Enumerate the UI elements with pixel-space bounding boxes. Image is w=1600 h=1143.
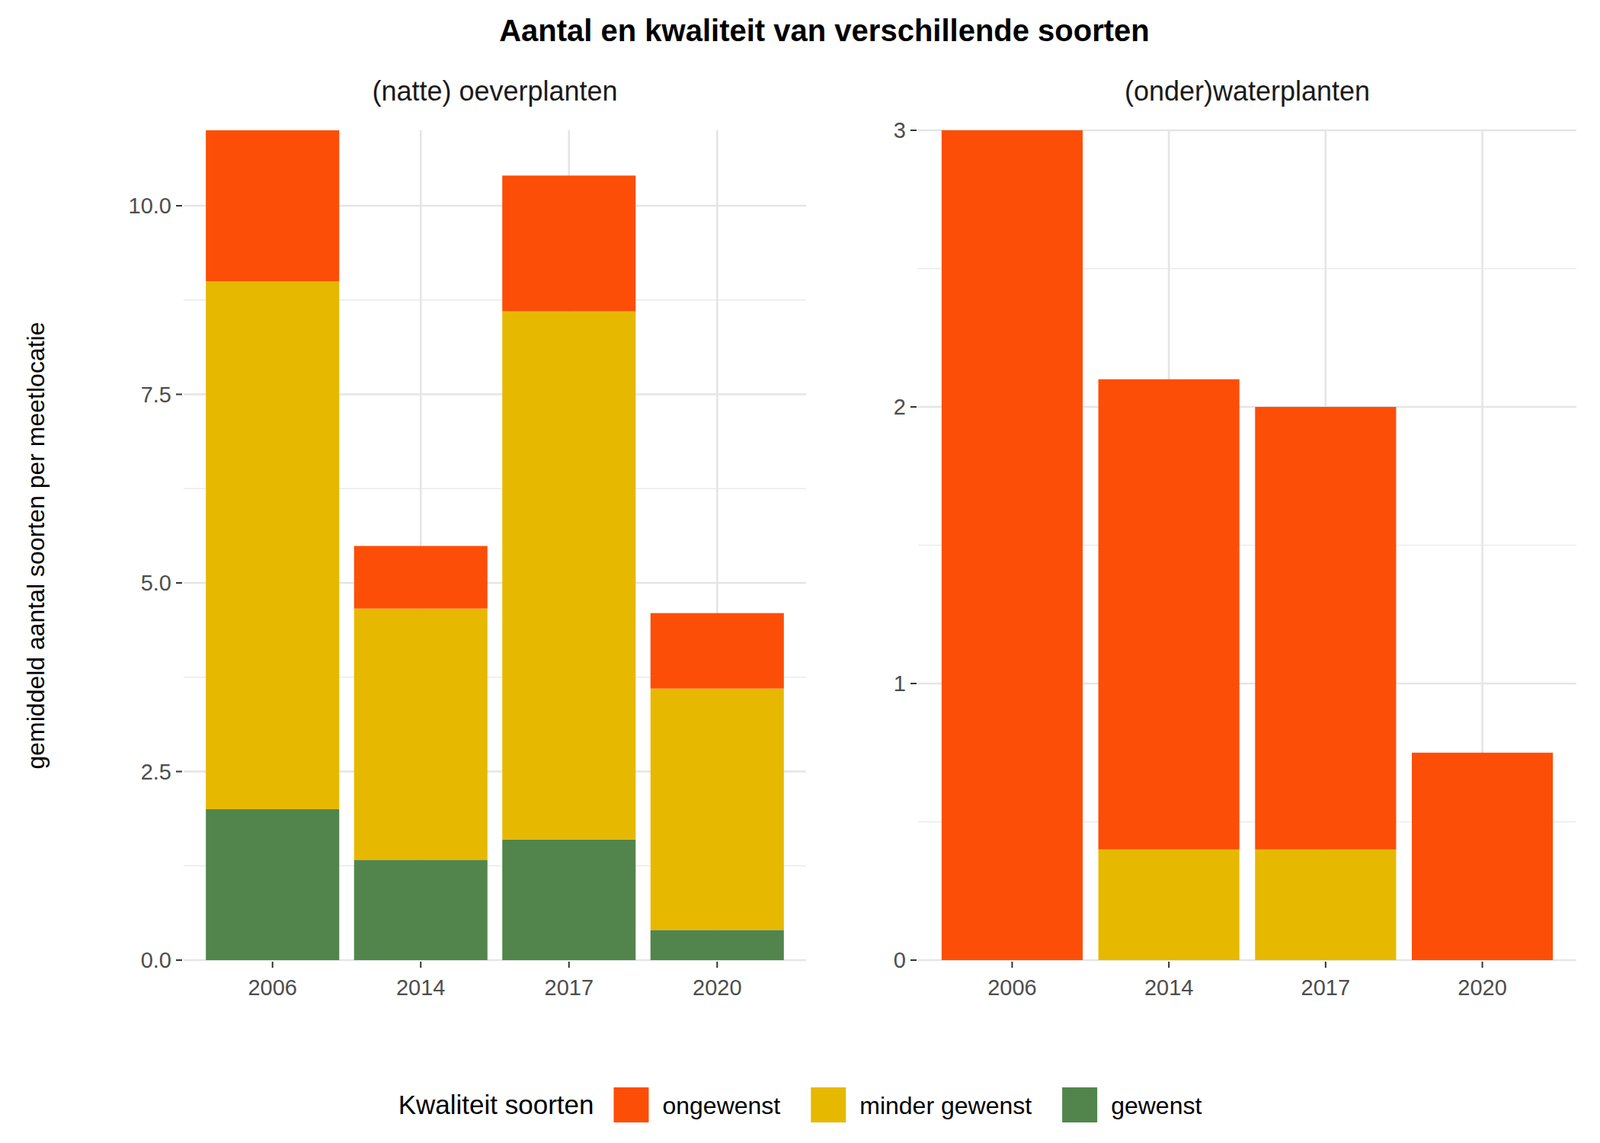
bar (650, 688, 784, 931)
x-tick (568, 961, 570, 968)
legend-swatch (613, 1087, 649, 1123)
bars (941, 130, 1553, 960)
y-tick-label: 7.5 (140, 382, 172, 407)
legend-swatch (1062, 1087, 1098, 1123)
legend-title: Kwaliteit soorten (398, 1089, 595, 1120)
bar (1098, 849, 1240, 960)
legend-label: ongewenst (662, 1091, 781, 1120)
y-tick (176, 771, 183, 773)
bar (941, 130, 1083, 960)
legend: Kwaliteit soorten ongewenst minder gewenst… (398, 1087, 1203, 1123)
y-tick-label: 10.0 (128, 193, 172, 218)
bars (205, 130, 784, 960)
y-axis-label: gemiddeld aantal soorten per meetlocatie (22, 321, 50, 769)
x-tick (716, 961, 718, 968)
bar (205, 130, 340, 282)
x-tick-label: 2017 (544, 975, 595, 1000)
y-tick (910, 406, 917, 408)
x-tick (1481, 961, 1484, 968)
y-tick-label: 2 (893, 394, 906, 420)
x-tick-label: 2006 (247, 975, 298, 1000)
bar (1254, 849, 1396, 960)
legend-swatch (810, 1087, 846, 1123)
bar (502, 311, 636, 840)
x-tick (419, 961, 422, 968)
bar (1098, 379, 1240, 850)
y-tick (910, 959, 917, 961)
bar (205, 809, 340, 960)
x-tick-label: 2006 (987, 975, 1037, 1000)
y-tick-label: 0 (893, 947, 906, 973)
x-tick-label: 2014 (396, 975, 446, 1000)
x-tick (1011, 961, 1013, 968)
chart: Aantal en kwaliteit van verschillende so… (0, 0, 1600, 1143)
bar (354, 859, 488, 960)
bar (650, 929, 784, 960)
panel-title: (natte) oeverplanten (371, 75, 618, 107)
bar (502, 839, 636, 960)
panel: (natte) oeverplanten 0.0 2.5 5.0 7.5 10.0 2006… (128, 75, 807, 1000)
y-tick (176, 959, 183, 961)
x-tick (1324, 961, 1327, 968)
x-tick-label: 2020 (1457, 975, 1508, 1000)
y-tick-label: 2.5 (140, 759, 172, 784)
x-tick-label: 2017 (1301, 975, 1351, 1000)
bar (1254, 406, 1396, 850)
bar (650, 613, 784, 689)
y-tick (176, 393, 183, 396)
y-tick (910, 129, 917, 132)
x-tick-label: 2020 (692, 975, 743, 1000)
bar (502, 175, 636, 311)
bar (205, 281, 340, 810)
title: Aantal en kwaliteit van verschillende so… (499, 13, 1150, 48)
y-tick-label: 0.0 (140, 947, 172, 973)
panel-title: (onder)waterplanten (1124, 75, 1370, 107)
y-tick-label: 1 (893, 671, 906, 696)
y-tick-label: 5.0 (140, 570, 172, 596)
x-tick-label: 2014 (1144, 975, 1194, 1000)
x-tick (272, 961, 274, 968)
legend-label: minder gewenst (859, 1091, 1032, 1120)
panel: (onder)waterplanten 0 1 2 3 2006 2014 2017 2020 (893, 75, 1577, 1000)
bar (1411, 752, 1553, 960)
bar (354, 545, 488, 608)
bar (354, 608, 488, 861)
x-tick (1168, 961, 1170, 968)
y-tick (910, 682, 917, 685)
y-tick (176, 582, 183, 584)
y-tick-label: 3 (893, 118, 906, 143)
y-tick (176, 204, 183, 207)
legend-label: gewenst (1110, 1091, 1202, 1120)
